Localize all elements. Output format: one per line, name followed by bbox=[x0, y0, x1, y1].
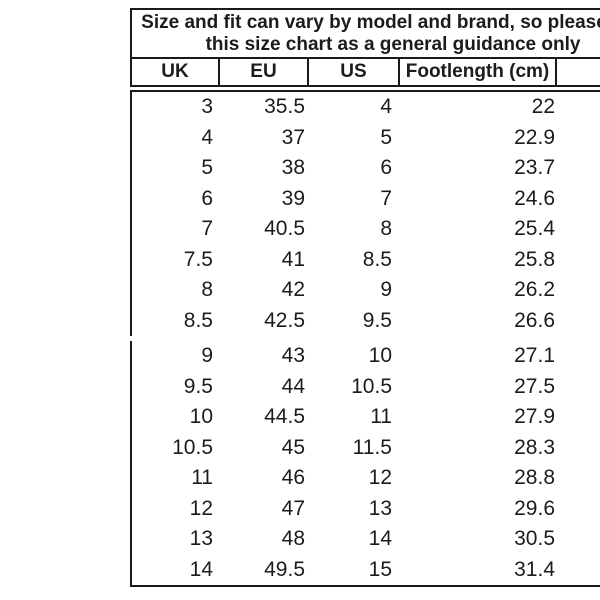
table-row: 10.5 45 11.5 28.3 bbox=[132, 433, 600, 464]
cell-eu: 38 bbox=[281, 156, 305, 180]
table-row: 8 42 9 26.2 bbox=[132, 275, 600, 306]
cell-uk: 4 bbox=[201, 125, 213, 149]
cell-footlength: 26.2 bbox=[514, 278, 555, 302]
column-header-eu: EU bbox=[220, 59, 309, 85]
table-row: 9 43 10 27.1 bbox=[132, 341, 600, 372]
cell-eu: 46 bbox=[281, 466, 305, 490]
table-row: 8.5 42.5 9.5 26.6 bbox=[132, 306, 600, 337]
cell-us: 5 bbox=[380, 125, 392, 149]
column-header-row: UK EU US Footlength (cm) bbox=[130, 59, 600, 87]
cell-footlength: 25.4 bbox=[514, 217, 555, 241]
cell-footlength: 27.9 bbox=[514, 405, 555, 429]
chart-title-line1: Size and fit can vary by model and brand… bbox=[141, 11, 600, 33]
cell-us: 8.5 bbox=[362, 247, 392, 271]
table-row: 13 48 14 30.5 bbox=[132, 524, 600, 555]
cell-uk: 13 bbox=[189, 527, 213, 551]
cell-us: 14 bbox=[368, 527, 392, 551]
table-row: 12 47 13 29.6 bbox=[132, 494, 600, 525]
cell-us: 11 bbox=[370, 405, 392, 429]
chart-title: Size and fit can vary by model and brand… bbox=[130, 8, 600, 59]
cell-footlength: 22.9 bbox=[514, 125, 555, 149]
cell-eu: 42 bbox=[281, 278, 305, 302]
table-row: 10 44.5 11 27.9 bbox=[132, 402, 600, 433]
column-header-us: US bbox=[309, 59, 400, 85]
cell-us: 6 bbox=[380, 156, 392, 180]
table-body-section-1: 3 35.5 4 22 4 37 5 22.9 5 38 6 23.7 6 39 7 24.6 7 40.5 8 25… bbox=[130, 90, 600, 336]
cell-us: 11.5 bbox=[352, 435, 392, 459]
cell-footlength: 28.8 bbox=[514, 466, 555, 490]
cell-footlength: 27.5 bbox=[514, 374, 555, 398]
table-row: 6 39 7 24.6 bbox=[132, 184, 600, 215]
cell-eu: 45 bbox=[281, 435, 305, 459]
cell-us: 9 bbox=[380, 278, 392, 302]
cell-us: 4 bbox=[380, 95, 392, 119]
table-row: 11 46 12 28.8 bbox=[132, 463, 600, 494]
cell-us: 10 bbox=[368, 344, 392, 368]
cell-eu: 37 bbox=[281, 125, 305, 149]
cell-uk: 6 bbox=[201, 186, 213, 210]
cell-eu: 39 bbox=[281, 186, 305, 210]
cell-eu: 49.5 bbox=[264, 557, 305, 581]
table-row: 3 35.5 4 22 bbox=[132, 92, 600, 123]
cell-eu: 40.5 bbox=[264, 217, 305, 241]
cell-eu: 42.5 bbox=[264, 308, 305, 332]
column-header-uk: UK bbox=[132, 59, 220, 85]
cell-uk: 7.5 bbox=[183, 247, 213, 271]
table-row: 5 38 6 23.7 bbox=[132, 153, 600, 184]
cell-uk: 10.5 bbox=[172, 435, 213, 459]
table-row: 9.5 44 10.5 27.5 bbox=[132, 372, 600, 403]
cell-uk: 9 bbox=[201, 344, 213, 368]
cell-eu: 48 bbox=[281, 527, 305, 551]
cell-eu: 44.5 bbox=[264, 405, 305, 429]
cell-uk: 3 bbox=[201, 95, 213, 119]
table-row: 14 49.5 15 31.4 bbox=[132, 555, 600, 586]
cell-footlength: 27.1 bbox=[514, 344, 555, 368]
cell-uk: 8 bbox=[201, 278, 213, 302]
cell-us: 12 bbox=[368, 466, 392, 490]
cell-footlength: 24.6 bbox=[514, 186, 555, 210]
table-body-section-2: 9 43 10 27.1 9.5 44 10.5 27.5 10 44.5 11 27.9 10.5 45… bbox=[130, 341, 600, 587]
cell-uk: 11 bbox=[191, 466, 213, 490]
cell-eu: 35.5 bbox=[264, 95, 305, 119]
cell-footlength: 28.3 bbox=[514, 435, 555, 459]
table-row: 4 37 5 22.9 bbox=[132, 123, 600, 154]
cell-footlength: 25.8 bbox=[514, 247, 555, 271]
cell-eu: 41 bbox=[281, 247, 305, 271]
cell-eu: 44 bbox=[281, 374, 305, 398]
cell-eu: 47 bbox=[281, 496, 305, 520]
size-chart-table: Size and fit can vary by model and brand… bbox=[130, 8, 600, 587]
cell-us: 13 bbox=[368, 496, 392, 520]
cell-us: 8 bbox=[380, 217, 392, 241]
cell-uk: 10 bbox=[189, 405, 213, 429]
cell-footlength: 31.4 bbox=[514, 557, 555, 581]
cell-us: 7 bbox=[380, 186, 392, 210]
column-header-footlength: Footlength (cm) bbox=[400, 59, 557, 85]
cell-us: 15 bbox=[368, 557, 392, 581]
cell-uk: 9.5 bbox=[183, 374, 213, 398]
cell-eu: 43 bbox=[281, 344, 305, 368]
cell-footlength: 29.6 bbox=[514, 496, 555, 520]
cell-uk: 12 bbox=[189, 496, 213, 520]
cell-footlength: 22 bbox=[531, 95, 555, 119]
table-row: 7.5 41 8.5 25.8 bbox=[132, 245, 600, 276]
cell-footlength: 26.6 bbox=[514, 308, 555, 332]
cell-footlength: 23.7 bbox=[514, 156, 555, 180]
cell-us: 9.5 bbox=[362, 308, 392, 332]
column-header-empty bbox=[557, 59, 600, 85]
cell-uk: 14 bbox=[189, 557, 213, 581]
cell-uk: 7 bbox=[201, 217, 213, 241]
cell-us: 10.5 bbox=[351, 374, 392, 398]
cell-uk: 8.5 bbox=[183, 308, 213, 332]
cell-uk: 5 bbox=[201, 156, 213, 180]
cell-footlength: 30.5 bbox=[514, 527, 555, 551]
chart-title-line2: this size chart as a general guidance on… bbox=[205, 33, 581, 55]
table-row: 7 40.5 8 25.4 bbox=[132, 214, 600, 245]
